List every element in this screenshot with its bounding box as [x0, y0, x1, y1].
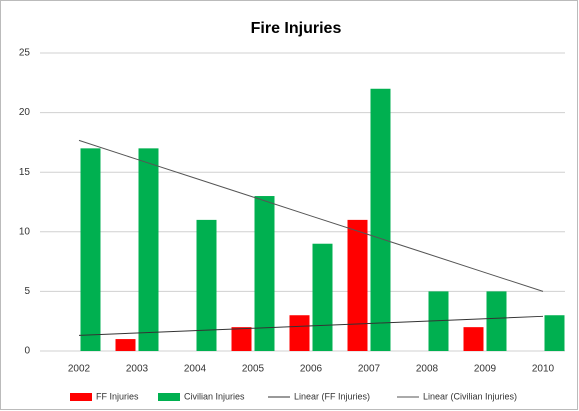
bar: [486, 291, 507, 351]
bar: [428, 291, 449, 351]
chart-title: Fire Injuries: [251, 20, 342, 37]
bar: [80, 148, 101, 351]
bar: [115, 339, 136, 351]
trend-line: [78, 139, 544, 292]
y-tick-label: 15: [19, 167, 31, 178]
y-tick-label: 25: [19, 48, 31, 59]
bar: [138, 148, 159, 351]
bar: [370, 88, 391, 351]
bar: [463, 327, 484, 351]
x-tick-label: 2003: [126, 364, 149, 375]
bar: [347, 219, 368, 351]
x-tick-label: 2007: [358, 364, 381, 375]
bar: [254, 196, 275, 351]
y-tick-label: 10: [19, 226, 31, 237]
bar: [196, 219, 217, 351]
legend-label: Linear (Civilian Injuries): [423, 391, 517, 401]
y-tick-label: 0: [24, 346, 30, 357]
x-tick-label: 2004: [184, 364, 207, 375]
bar: [231, 327, 252, 351]
bar: [312, 243, 333, 351]
bar: [289, 315, 310, 351]
x-tick-label: 2008: [416, 364, 439, 375]
legend-swatch: [70, 393, 92, 401]
legend-label: Civilian Injuries: [184, 391, 245, 401]
x-tick-label: 2005: [242, 364, 265, 375]
x-tick-label: 2002: [68, 364, 91, 375]
x-tick-label: 2006: [300, 364, 323, 375]
legend-label: Linear (FF Injuries): [294, 391, 370, 401]
x-tick-label: 2009: [474, 364, 497, 375]
legend-swatch: [158, 393, 180, 401]
legend-label: FF Injuries: [96, 391, 139, 401]
bar: [544, 315, 565, 351]
y-tick-label: 5: [24, 286, 30, 297]
x-tick-label: 2010: [532, 364, 555, 375]
y-tick-label: 20: [19, 107, 31, 118]
trend-line: [78, 315, 544, 336]
